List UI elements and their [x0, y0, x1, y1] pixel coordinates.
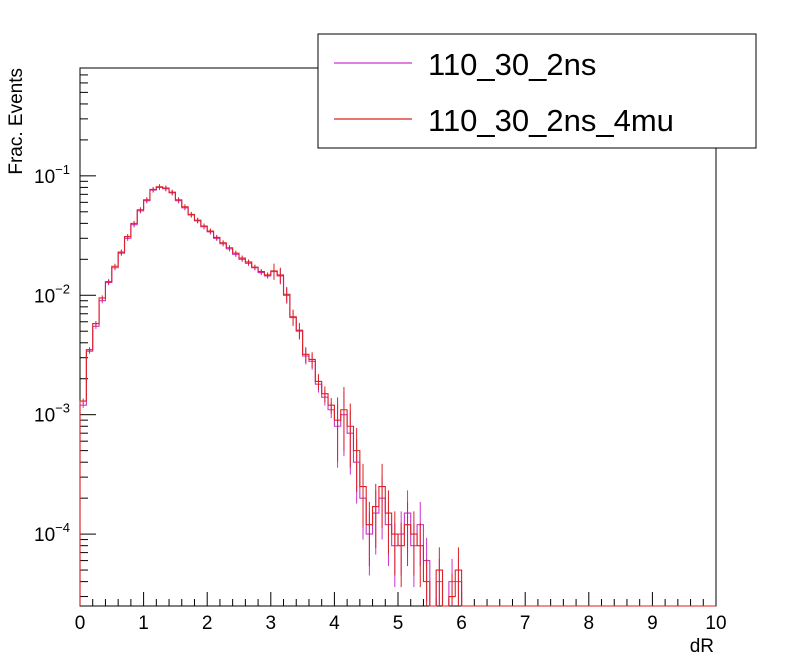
y-tick-label: 10−1 [34, 162, 70, 188]
series-2 [79, 184, 716, 607]
legend-box [317, 33, 757, 149]
x-tick-label: 10 [705, 613, 726, 634]
y-axis-ticks: 10−4 10−3 10−2 10−1 [34, 67, 96, 598]
y-tick-label: 10−4 [34, 520, 70, 546]
y-axis-title: Frac. Events [6, 68, 27, 175]
x-tick-label: 7 [520, 613, 531, 634]
x-tick-label: 9 [647, 613, 658, 634]
x-axis-ticks: 0 1 2 3 4 5 6 7 8 9 10 [75, 592, 727, 634]
series-layer [79, 184, 716, 607]
y-tick-label: 10−3 [34, 401, 70, 427]
x-axis-title: dR [690, 636, 714, 657]
x-tick-label: 6 [456, 613, 467, 634]
x-tick-label: 0 [75, 613, 86, 634]
x-tick-label: 2 [202, 613, 213, 634]
x-tick-label: 4 [329, 613, 340, 634]
plot-frame [79, 67, 717, 607]
legend: 110_30_2ns 110_30_2ns_4mu [317, 33, 757, 149]
legend-label-series-2: 110_30_2ns_4mu [428, 103, 674, 138]
x-tick-label: 5 [393, 613, 404, 634]
y-tick-label: 10−2 [34, 281, 70, 307]
x-tick-label: 8 [584, 613, 595, 634]
series-2-histogram-line [79, 186, 716, 607]
legend-label-series-1: 110_30_2ns [428, 47, 596, 82]
x-tick-label: 1 [138, 613, 149, 634]
x-tick-label: 3 [266, 613, 277, 634]
